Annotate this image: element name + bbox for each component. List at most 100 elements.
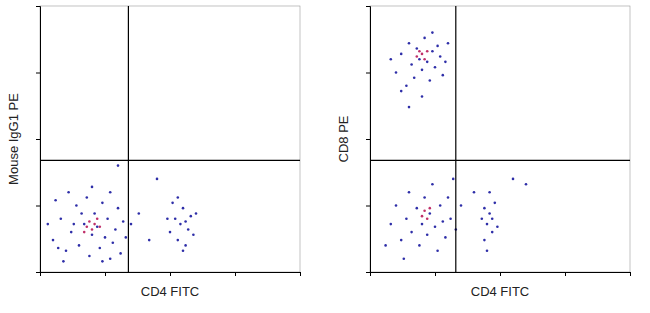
event-dot [431,31,434,34]
panel: CD4 FITCMouse IgG1 PE [6,6,301,299]
x-tick-mark [170,272,171,276]
x-tick-mark [300,272,301,276]
x-tick [500,272,501,276]
panel: CD4 FITCCD8 PE [336,6,631,299]
event-dot [169,231,172,234]
plot-area [370,6,630,272]
event-dot [99,247,102,250]
event-dot [416,207,419,210]
event-dot [460,204,463,207]
event-dot [444,61,447,64]
event-dot [174,218,177,221]
x-tick-mark [105,272,106,276]
y-tick-mark [366,6,370,7]
y-tick [36,6,40,7]
event-dot [449,218,452,221]
event-dot [434,225,437,228]
event-dot [187,228,190,231]
event-dot [86,225,89,228]
x-tick [170,272,171,276]
event-dot [96,225,99,228]
y-tick-mark [366,206,370,207]
event-dot [80,212,83,215]
point-series [416,50,432,220]
event-dot [395,71,398,74]
quadrant-gate-vertical [128,6,129,272]
event-dot [52,239,55,242]
event-dot [447,196,450,199]
y-axis-title: Mouse IgG1 PE [6,93,21,185]
y-tick [36,139,40,140]
event-dot [122,220,125,223]
x-axis-line [41,273,301,277]
event-dot [106,218,109,221]
event-dot [390,58,393,61]
event-dot [148,239,151,242]
event-dot [416,47,419,50]
event-dot [96,218,99,221]
y-axis [36,7,41,273]
x-tick [565,272,566,276]
event-dot [426,218,429,221]
event-dot [423,210,426,213]
y-tick-mark [36,206,40,207]
event-dot [75,204,78,207]
event-dot [177,239,180,242]
event-dot [171,202,174,205]
event-dot [439,204,442,207]
event-dot [488,212,491,215]
event-dot [426,50,429,53]
event-dot [400,53,403,56]
event-dot [395,204,398,207]
x-axis-line [371,273,631,277]
event-dot [91,186,94,189]
x-tick-mark [630,272,631,276]
event-dot [390,223,393,226]
event-dot [421,95,424,98]
x-tick [105,272,106,276]
y-tick-mark [36,73,40,74]
event-dot [481,218,484,221]
y-axis-line [366,7,371,273]
y-tick-mark [366,139,370,140]
x-tick [300,272,301,276]
event-dot [410,63,413,66]
event-dot [184,244,187,247]
x-axis [371,272,631,276]
y-tick-mark [36,272,40,273]
event-dot [429,207,432,210]
event-dot [488,191,491,194]
event-dot [177,196,180,199]
event-dot [405,218,408,221]
event-dot [384,244,387,247]
point-series [47,164,198,262]
event-dot [166,218,169,221]
y-tick [366,206,370,207]
event-dot [70,231,73,234]
event-dot [125,236,128,239]
event-dot [512,178,515,181]
event-dot [182,207,185,210]
event-dot [73,223,76,226]
event-dot [429,79,432,82]
event-dot [93,223,96,226]
event-dot [436,45,439,48]
plot-area [40,6,300,272]
y-tick [36,73,40,74]
event-dot [447,42,450,45]
event-dot [442,74,445,77]
event-dot [184,220,187,223]
y-tick [366,139,370,140]
event-dot [190,215,193,218]
event-dot [114,228,117,231]
event-dot [67,191,70,194]
event-dot [83,223,86,226]
event-dot [486,223,489,226]
event-dot [431,50,434,53]
event-dot [473,191,476,194]
event-dot [88,220,91,223]
y-tick-mark [36,139,40,140]
event-dot [62,260,65,263]
y-tick [36,272,40,273]
quadrant-gate-horizontal [40,160,300,161]
